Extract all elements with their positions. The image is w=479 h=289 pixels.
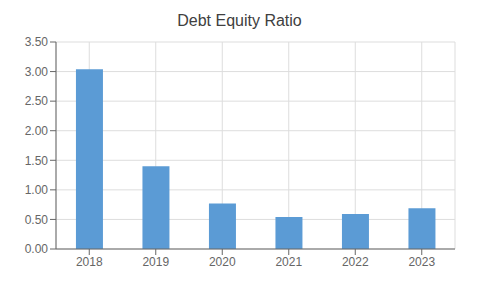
svg-text:2020: 2020 bbox=[209, 255, 236, 269]
svg-text:2019: 2019 bbox=[142, 255, 169, 269]
svg-text:2018: 2018 bbox=[76, 255, 103, 269]
svg-text:2.50: 2.50 bbox=[25, 94, 49, 108]
svg-text:2.00: 2.00 bbox=[25, 124, 49, 138]
svg-text:3.00: 3.00 bbox=[25, 65, 49, 79]
svg-text:1.50: 1.50 bbox=[25, 154, 49, 168]
svg-text:2022: 2022 bbox=[342, 255, 369, 269]
svg-text:3.50: 3.50 bbox=[25, 35, 49, 49]
html-text:Debt Equity Ratio: Debt Equity Ratio bbox=[177, 12, 302, 29]
svg-text:2023: 2023 bbox=[408, 255, 435, 269]
svg-text:0.00: 0.00 bbox=[25, 242, 49, 256]
svg-text:0.50: 0.50 bbox=[25, 213, 49, 227]
svg-text:2021: 2021 bbox=[275, 255, 302, 269]
svg-text:1.00: 1.00 bbox=[25, 183, 49, 197]
